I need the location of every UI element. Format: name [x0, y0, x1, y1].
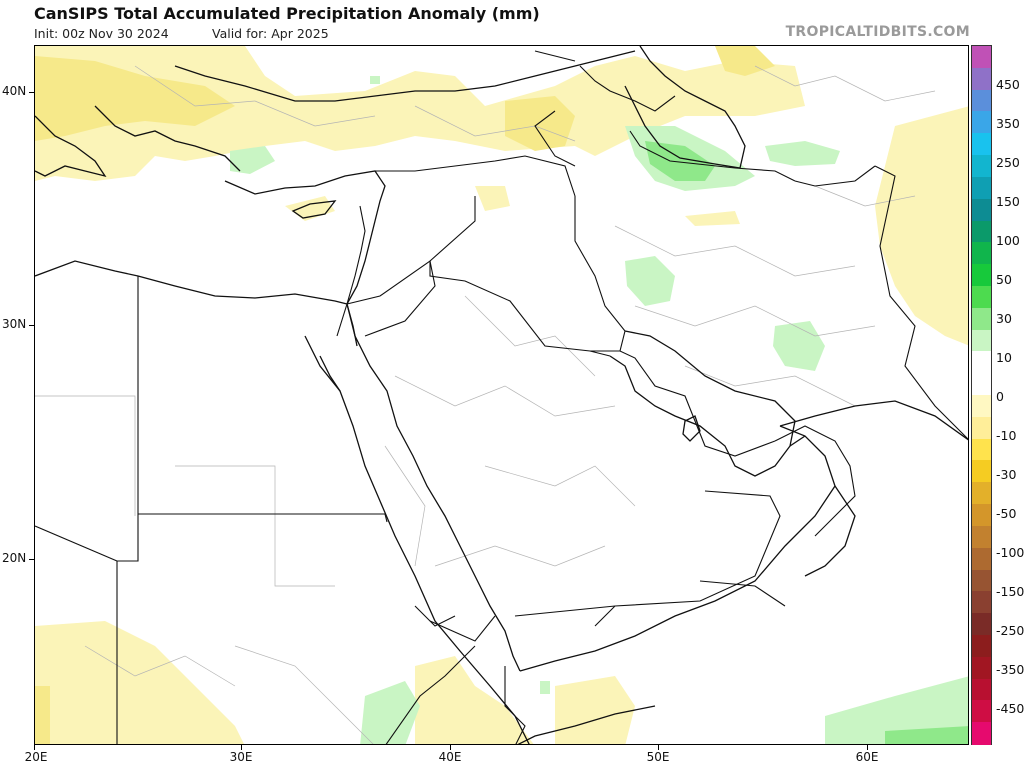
colorbar-swatch: [972, 155, 991, 178]
lon-label-50e: 50E: [646, 750, 670, 764]
colorbar-swatch: [972, 613, 991, 636]
dry-anomaly-shading-deeper: [35, 46, 775, 744]
colorbar-swatch: [972, 656, 991, 680]
colorbar-swatch: [972, 220, 991, 243]
colorbar-swatch: [972, 133, 991, 156]
colorbar-label: -150: [996, 584, 1024, 599]
colorbar-swatch: [972, 678, 991, 701]
colorbar-label: 0: [996, 389, 1004, 404]
lon-label-60e: 60E: [855, 750, 879, 764]
colorbar-label: -30: [996, 467, 1017, 482]
colorbar-label: -10: [996, 428, 1017, 443]
lon-tick-40e: [450, 745, 451, 750]
wet-anomaly-shading: [230, 76, 968, 744]
colorbar-swatch: [972, 460, 991, 483]
colorbar-swatch: [972, 525, 991, 549]
colorbar-label: 10: [996, 350, 1012, 365]
colorbar-label: 150: [996, 194, 1020, 209]
colorbar-label: -250: [996, 623, 1024, 638]
lat-label-20n: 20N: [2, 551, 27, 565]
lat-label-30n: 30N: [2, 317, 27, 331]
colorbar-swatch: [972, 395, 991, 418]
colorbar-swatch: [972, 67, 991, 91]
colorbar-swatch: [972, 569, 991, 592]
lat-tick-40n: [29, 92, 34, 93]
colorbar-swatch: [972, 89, 991, 112]
source-watermark: TROPICALTIDBITS.COM: [785, 24, 970, 40]
colorbar-swatch: [972, 547, 991, 570]
valid-time: Valid for: Apr 2025: [212, 26, 329, 41]
colorbar-label: 30: [996, 311, 1012, 326]
colorbar-swatch: [972, 264, 991, 287]
colorbar-label: 250: [996, 155, 1020, 170]
province-boundaries: [35, 65, 936, 744]
colorbar-label: -350: [996, 662, 1024, 677]
colorbar-swatch: [972, 242, 991, 265]
colorbar-label: 350: [996, 116, 1020, 131]
colorbar-label: 50: [996, 272, 1012, 287]
colorbar-swatch: [972, 722, 991, 745]
coastlines: [35, 46, 968, 744]
lon-label-30e: 30E: [229, 750, 253, 764]
colorbar-swatch: [972, 482, 991, 505]
colorbar-swatch: [972, 438, 991, 461]
colorbar-swatch: [972, 351, 991, 374]
colorbar-swatch: [972, 634, 991, 658]
colorbar-swatch: [972, 285, 991, 309]
lon-tick-60e: [867, 745, 868, 750]
colorbar-swatch: [972, 198, 991, 221]
colorbar-swatch: [972, 416, 991, 440]
lat-label-40n: 40N: [2, 84, 27, 98]
colorbar-label: 100: [996, 233, 1020, 248]
colorbar-swatch: [972, 176, 991, 200]
lon-tick-30e: [241, 745, 242, 750]
colorbar-label: 450: [996, 77, 1020, 92]
colorbar-swatch: [972, 700, 991, 723]
lat-tick-30n: [29, 325, 34, 326]
colorbar-label: -100: [996, 545, 1024, 560]
colorbar-label: -50: [996, 506, 1017, 521]
lat-tick-20n: [29, 559, 34, 560]
lon-tick-50e: [658, 745, 659, 750]
colorbar-swatch: [972, 591, 991, 614]
map-title: CanSIPS Total Accumulated Precipitation …: [34, 4, 540, 23]
dry-anomaly-shading: [35, 46, 968, 744]
colorbar-swatch: [972, 373, 991, 396]
colorbar-swatch: [972, 329, 991, 352]
colorbar-swatch: [972, 111, 991, 134]
colorbar-swatch: [972, 504, 991, 527]
map-canvas: [35, 46, 968, 744]
colorbar: [971, 45, 992, 745]
colorbar-swatch: [972, 307, 991, 331]
colorbar-swatch: [972, 46, 991, 69]
lon-label-40e: 40E: [438, 750, 462, 764]
init-time: Init: 00z Nov 30 2024: [34, 26, 169, 41]
map-panel: [34, 45, 969, 745]
lon-tick-20e: [34, 745, 35, 750]
wet-anomaly-shading-deeper: [645, 141, 968, 744]
lon-label-20e: 20E: [24, 750, 48, 764]
colorbar-label: -450: [996, 701, 1024, 716]
